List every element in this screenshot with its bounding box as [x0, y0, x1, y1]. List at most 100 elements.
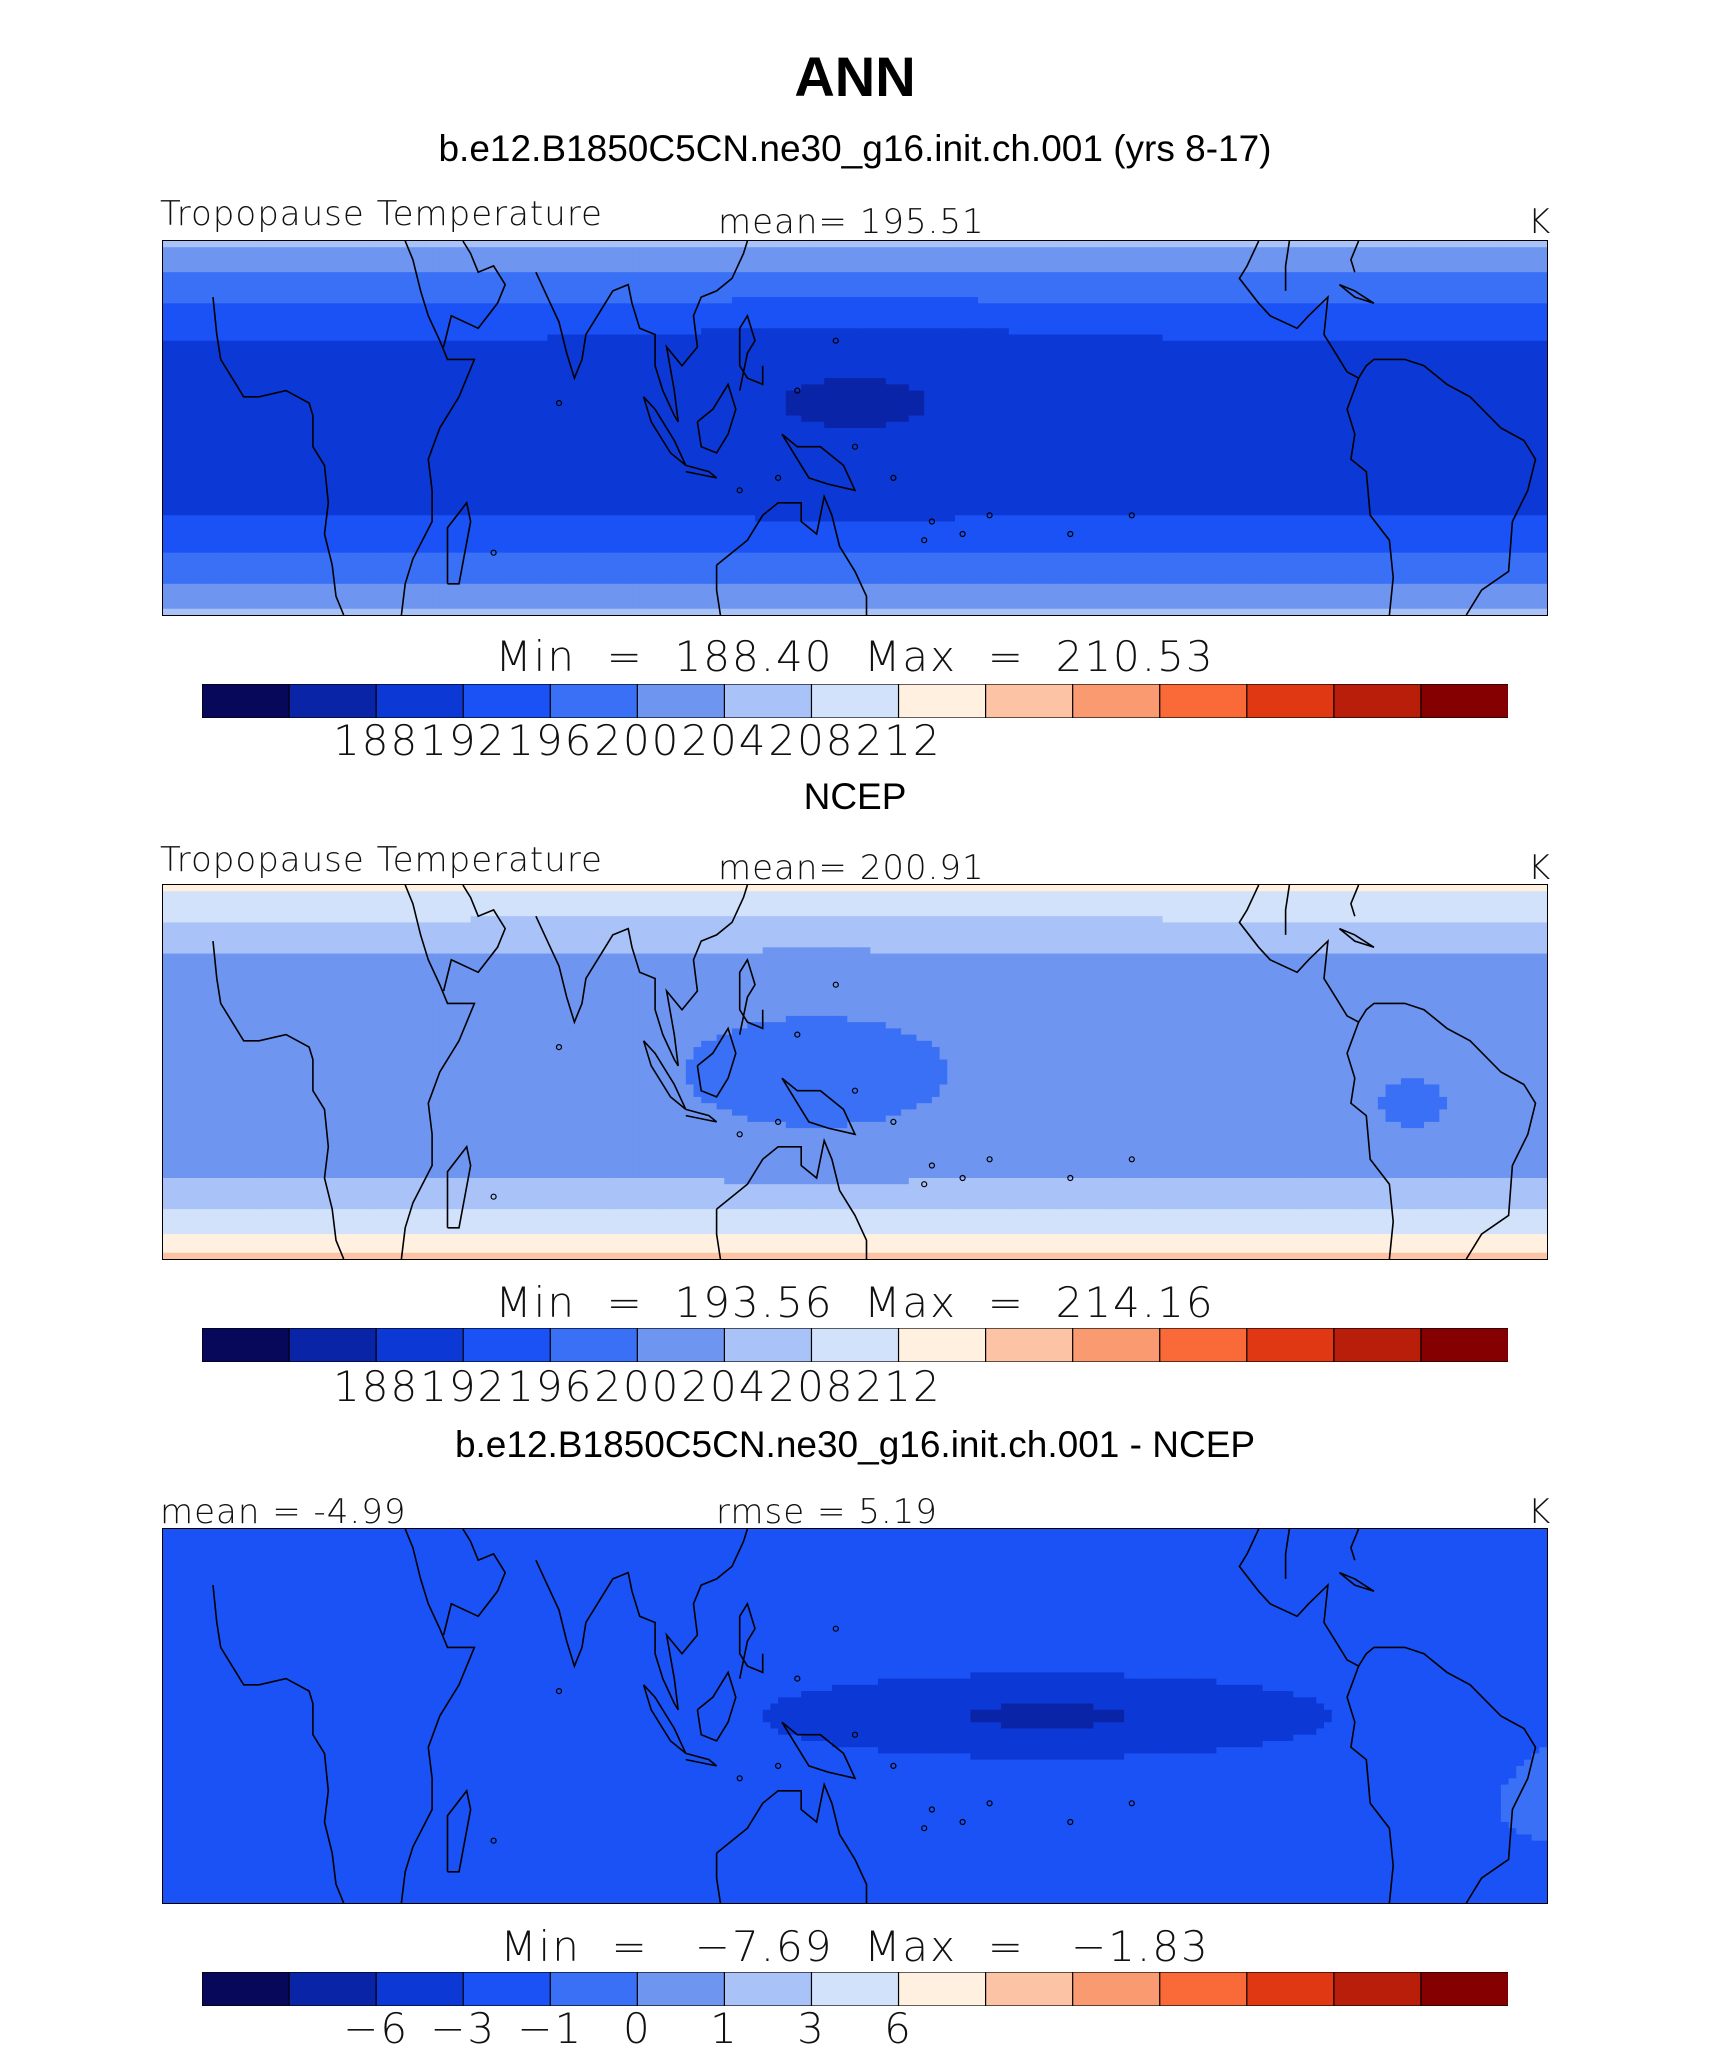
- colorbar-tick-label: 208: [768, 1362, 854, 1411]
- coastline: [442, 885, 507, 992]
- coastline: [1238, 885, 1537, 1259]
- coastline: [400, 241, 476, 615]
- coastline: [716, 1781, 868, 1903]
- coastline: [715, 565, 722, 615]
- panel-2-min-max: Min = 193.56 Max = 214.16: [0, 1278, 1710, 1327]
- colorbar-swatch: [375, 1972, 465, 2006]
- colorbar-tick-label: 3: [797, 2004, 826, 2053]
- panel-1-map: [162, 240, 1548, 616]
- colorbar-swatch: [1072, 1328, 1161, 1362]
- colorbar-swatch: [636, 684, 726, 718]
- colorbar-swatch: [1159, 1972, 1248, 2006]
- panel-3-map: [162, 1528, 1548, 1904]
- colorbar-swatch: [897, 1972, 987, 2006]
- coastline: [442, 241, 507, 348]
- coastline: [1350, 1529, 1360, 1561]
- coastline: [212, 297, 345, 615]
- colorbar-swatch: [984, 1328, 1074, 1362]
- coastline: [1338, 1571, 1375, 1593]
- coastline: [696, 382, 737, 454]
- panel-1-colorbar: [202, 684, 1508, 718]
- colorbar-swatch: [1246, 684, 1335, 718]
- coastline: [738, 313, 764, 391]
- colorbar-swatch: [1420, 1972, 1508, 2006]
- panel-1-map-plot: [163, 241, 1547, 615]
- colorbar-tick-label: 192: [420, 1362, 506, 1411]
- colorbar-swatch: [549, 1328, 639, 1362]
- panel-2-mean-label: mean= 200.91: [718, 848, 985, 888]
- panel-1-min-max: Min = 188.40 Max = 210.53: [0, 632, 1710, 681]
- panel-2-colorbar: [202, 1328, 1508, 1362]
- coastline: [781, 1721, 857, 1780]
- colorbar-tick-label: 6: [884, 2004, 913, 2053]
- panel-2-variable-label: Tropopause Temperature: [160, 840, 603, 880]
- panel-3-min-max: Min = −7.69 Max = −1.83: [0, 1922, 1710, 1971]
- colorbar-swatch: [1333, 684, 1423, 718]
- colorbar-tick-label: 192: [420, 716, 506, 765]
- colorbar-tick-label: 200: [594, 1362, 680, 1411]
- colorbar-swatch: [984, 1972, 1074, 2006]
- coastline: [212, 1585, 345, 1903]
- coastline: [1238, 1529, 1537, 1903]
- coastline: [696, 1670, 737, 1742]
- panel-3-mean-label: mean = -4.99: [160, 1492, 407, 1532]
- colorbar-swatch: [549, 1972, 639, 2006]
- coastline: [442, 1529, 507, 1636]
- coastline: [1284, 885, 1291, 935]
- coastline: [1238, 241, 1537, 615]
- colorbar-swatch: [462, 684, 552, 718]
- colorbar-swatch: [1333, 1328, 1423, 1362]
- colorbar-swatch: [288, 1972, 378, 2006]
- colorbar-tick-label: 188: [333, 1362, 419, 1411]
- panel-1-title: b.e12.B1850C5CN.ne30_g16.init.ch.001 (yr…: [0, 128, 1710, 170]
- panel-1-units: K: [1528, 202, 1551, 242]
- colorbar-tick-label: 208: [768, 716, 854, 765]
- colorbar-swatch: [810, 1328, 900, 1362]
- colorbar-swatch: [1333, 1972, 1423, 2006]
- colorbar-swatch: [288, 684, 378, 718]
- colorbar-swatch: [1420, 684, 1508, 718]
- coastline: [1346, 1021, 1395, 1259]
- colorbar-swatch: [1072, 1972, 1161, 2006]
- coastline: [1350, 885, 1360, 917]
- colorbar-swatch: [1159, 684, 1248, 718]
- colorbar-swatch: [1246, 1972, 1335, 2006]
- colorbar-swatch: [984, 684, 1074, 718]
- coastline: [685, 1108, 718, 1123]
- colorbar-tick-label: −1: [517, 2004, 583, 2053]
- colorbar-swatch: [810, 1972, 900, 2006]
- colorbar-swatch: [549, 684, 639, 718]
- coastline: [1338, 283, 1375, 305]
- panel-3-units: K: [1528, 1492, 1551, 1532]
- colorbar-swatch: [1072, 684, 1161, 718]
- colorbar-tick-label: 188: [333, 716, 419, 765]
- colorbar-tick-label: 212: [855, 716, 941, 765]
- panel-3-title: b.e12.B1850C5CN.ne30_g16.init.ch.001 - N…: [0, 1424, 1710, 1466]
- colorbar-tick-label: 204: [681, 1362, 767, 1411]
- coastline: [400, 1529, 476, 1903]
- colorbar-swatch: [1420, 1328, 1508, 1362]
- colorbar-tick-label: 196: [507, 1362, 593, 1411]
- coastline: [1346, 1665, 1395, 1903]
- coastline: [1350, 241, 1360, 273]
- colorbar-tick-label: −6: [343, 2004, 409, 2053]
- panel-1-mean-label: mean= 195.51: [718, 202, 985, 242]
- coastline: [716, 1137, 868, 1259]
- colorbar-swatch: [202, 1328, 291, 1362]
- coastline: [1284, 1529, 1291, 1579]
- coastline: [400, 885, 476, 1259]
- panel-1-variable-label: Tropopause Temperature: [160, 194, 603, 234]
- panel-2-map: [162, 884, 1548, 1260]
- colorbar-tick-label: 200: [594, 716, 680, 765]
- coastline: [1346, 377, 1395, 615]
- panel-3-colorbar: [202, 1972, 1508, 2006]
- figure-title: ANN: [0, 44, 1710, 109]
- colorbar-swatch: [723, 684, 813, 718]
- colorbar-swatch: [1159, 1328, 1248, 1362]
- coastline: [535, 241, 749, 423]
- coastline: [715, 1209, 722, 1259]
- colorbar-swatch: [288, 1328, 378, 1362]
- coastline: [715, 1853, 722, 1903]
- coastline: [696, 1026, 737, 1098]
- coastline: [685, 464, 718, 479]
